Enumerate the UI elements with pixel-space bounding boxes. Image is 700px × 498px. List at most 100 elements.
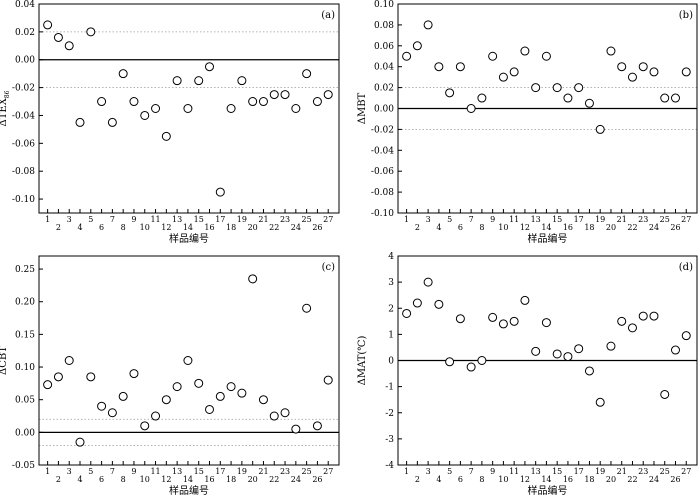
x-tick-label: 22 [269, 223, 279, 232]
data-point [226, 382, 236, 392]
y-tick-label: -0.08 [371, 188, 394, 198]
y-tick-label: -0.04 [12, 111, 35, 121]
data-point [215, 391, 225, 401]
data-point [412, 41, 422, 51]
x-tick-label: 19 [595, 467, 605, 476]
x-tick-label: 14 [541, 223, 551, 232]
data-point [258, 395, 268, 405]
data-point [434, 62, 444, 72]
data-point [617, 316, 627, 326]
x-tick-label: 1 [404, 467, 409, 476]
data-point [151, 411, 161, 421]
x-tick-label: 20 [606, 223, 616, 232]
x-tick-label: 10 [498, 475, 508, 484]
chart-panel-2: 0.10 0.08 0.06 0.04 0.02 0.00 -0.02 -0.04 -0.06 -… [357, 0, 698, 245]
x-tick-label: 10 [498, 223, 508, 232]
x-tick-label: 12 [520, 223, 530, 232]
x-tick-label: 13 [172, 467, 182, 476]
x-tick-label: 18 [584, 475, 594, 484]
x-tick-label: 4 [77, 223, 82, 232]
x-tick-label: 16 [563, 475, 573, 484]
data-point [269, 411, 279, 421]
data-point [638, 311, 648, 321]
data-point [520, 295, 530, 305]
x-tick-label: 8 [479, 223, 484, 232]
data-point [64, 41, 74, 51]
x-tick-label: 25 [302, 467, 312, 476]
data-point [423, 277, 433, 287]
panel-label: (d) [679, 262, 693, 273]
x-tick-label: 8 [479, 475, 484, 484]
x-tick-label: 8 [121, 475, 126, 484]
data-point [498, 319, 508, 329]
x-tick-label: 9 [131, 215, 136, 224]
y-axis-label: ΔTEX86 [0, 90, 11, 126]
x-tick-label: 1 [45, 215, 50, 224]
x-tick-label: 23 [638, 467, 648, 476]
x-tick-label: 10 [140, 475, 150, 484]
y-tick-label: 1 [388, 330, 394, 340]
data-point [660, 389, 670, 399]
data-point [574, 83, 584, 93]
x-tick-label: 18 [226, 223, 236, 232]
data-point [627, 72, 637, 82]
data-point [129, 369, 139, 379]
data-point [269, 90, 279, 100]
data-point [681, 67, 691, 77]
x-tick-label: 13 [531, 467, 541, 476]
data-point [194, 378, 204, 388]
x-tick-label: 11 [150, 467, 160, 476]
x-tick-label: 15 [194, 215, 204, 224]
data-point [86, 372, 96, 382]
y-tick-label: 2 [388, 304, 394, 314]
y-tick-label: 0 [388, 357, 394, 367]
data-point [53, 372, 63, 382]
x-tick-label: 24 [649, 223, 659, 232]
data-point [466, 104, 476, 113]
y-tick-label: 0.05 [15, 396, 35, 406]
y-tick-label: 0.00 [15, 56, 35, 66]
chart-panel-4: 43210-1-2-3-4123456789101112131415161718… [357, 252, 698, 497]
x-tick-label: 16 [563, 223, 573, 232]
data-point [498, 72, 508, 82]
x-tick-label: 11 [509, 467, 519, 476]
data-point [531, 346, 541, 356]
data-point [434, 299, 444, 309]
data-point [638, 62, 648, 72]
x-tick-label: 13 [531, 215, 541, 224]
x-tick-label: 11 [509, 215, 519, 224]
data-point [595, 124, 605, 134]
x-tick-label: 21 [617, 467, 627, 476]
plot-frame [38, 3, 340, 214]
x-tick-label: 2 [56, 223, 61, 232]
x-tick-label: 27 [323, 215, 333, 224]
y-tick-label: -0.06 [371, 167, 394, 177]
x-tick-label: 20 [606, 475, 616, 484]
x-tick-label: 8 [121, 223, 126, 232]
y-tick-label: 0.02 [15, 28, 35, 38]
panel-label: (c) [322, 262, 336, 273]
x-tick-label: 21 [258, 467, 268, 476]
y-tick-label: -1 [385, 383, 394, 393]
x-tick-label: 14 [183, 475, 193, 484]
x-tick-label: 22 [269, 475, 279, 484]
y-tick-label: -0.02 [371, 125, 394, 135]
x-tick-label: 5 [88, 467, 93, 476]
x-tick-label: 21 [617, 215, 627, 224]
chart-panel-1: 0.040.020.00-0.02-0.04-0.06-0.08-0.10123… [0, 0, 340, 245]
x-tick-label: 5 [447, 467, 452, 476]
x-tick-label: 20 [248, 475, 258, 484]
data-point [129, 97, 139, 107]
y-tick-label: 0.06 [374, 42, 394, 52]
x-tick-label: 23 [638, 215, 648, 224]
x-axis-label: 样品编号 [528, 232, 568, 245]
data-point [258, 97, 268, 107]
data-point [280, 408, 290, 418]
data-point [520, 46, 530, 56]
data-point [172, 76, 182, 86]
data-point [43, 20, 53, 30]
y-tick-label: -0.04 [371, 146, 394, 156]
data-point [280, 90, 290, 100]
x-tick-label: 19 [237, 215, 247, 224]
